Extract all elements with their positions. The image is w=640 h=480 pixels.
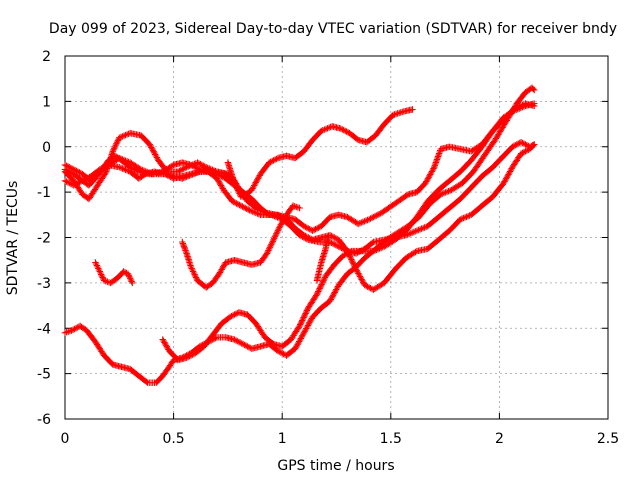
y-tick-label: -5	[37, 367, 51, 383]
x-tick-label: 0.5	[162, 431, 184, 447]
series-10	[313, 234, 331, 284]
x-tick-label: 1.5	[380, 431, 402, 447]
x-tick-label: 1	[278, 431, 287, 447]
series-9	[224, 159, 245, 200]
y-axis-label: SDTVAR / TECUs	[5, 181, 21, 296]
y-tick-label: 2	[42, 49, 51, 65]
series-5	[61, 84, 538, 386]
series-markers	[61, 84, 538, 386]
y-tick-label: -3	[37, 276, 51, 292]
x-tick-label: 2.5	[597, 431, 619, 447]
tick-labels: 0 0.5 1 1.5 2 2.5 -6 -5 -4 -3 -2 -1 0 1 2	[37, 49, 619, 447]
x-axis-label: GPS time / hours	[277, 458, 394, 474]
y-tick-label: -2	[37, 231, 51, 247]
y-tick-label: -4	[37, 321, 51, 337]
y-tick-label: -6	[37, 412, 51, 428]
series-6	[159, 100, 538, 364]
y-tick-label: 1	[42, 94, 51, 110]
series-markers	[313, 234, 331, 284]
x-tick-label: 2	[495, 431, 504, 447]
y-tick-label: -1	[37, 185, 51, 201]
data-marks	[61, 84, 538, 386]
series-markers	[92, 259, 136, 287]
y-tick-label: 0	[42, 140, 51, 156]
series-8	[92, 259, 136, 287]
axis-ticks	[64, 55, 609, 420]
x-tick-label: 0	[61, 431, 70, 447]
series-markers	[179, 202, 303, 291]
chart-title: Day 099 of 2023, Sidereal Day-to-day VTE…	[49, 21, 617, 37]
series-7	[179, 202, 303, 291]
series-markers	[224, 159, 245, 200]
series-markers	[159, 100, 538, 364]
